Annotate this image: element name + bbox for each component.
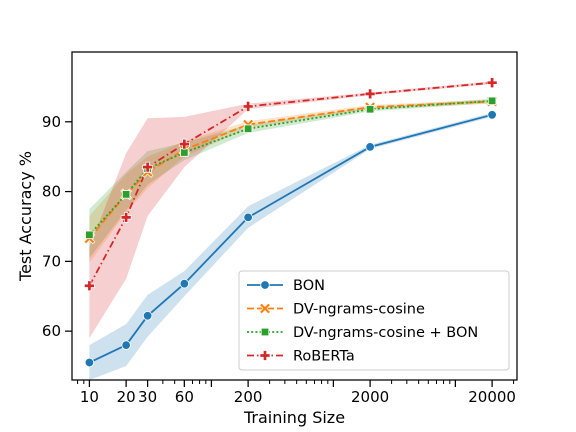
ci-band-roberta (89, 81, 493, 339)
data-point-bon (179, 278, 190, 289)
data-point-roberta (364, 88, 376, 100)
data-point-dv-ngrams-cosine-bon (487, 96, 497, 106)
y-axis-label: Test Accuracy % (16, 151, 35, 282)
confidence-bands (89, 81, 493, 380)
x-tick-label: 2000 (351, 388, 389, 406)
legend-marker-dv-ngrams-cosine-bon (260, 327, 270, 337)
legend: BON DV-ngrams-cosine DV-ngrams-cosine + BO… (238, 270, 510, 371)
ci-band-dv-ngrams-cosine (89, 99, 493, 263)
x-tick-label: 200 (234, 388, 263, 406)
x-axis-label: Training Size (243, 408, 345, 427)
data-point-dv-ngrams-cosine-bon (243, 124, 253, 133)
data-point-dv-ngrams-cosine-bon (365, 105, 375, 114)
x-tick-label: 20000 (468, 388, 516, 406)
data-point-roberta (242, 101, 254, 112)
data-point-dv-ngrams-cosine-bon (121, 190, 131, 199)
x-tick-label: 10 (80, 388, 99, 406)
data-point-bon (243, 212, 253, 223)
data-point-roberta (142, 161, 153, 173)
data-point-dv-ngrams-cosine-bon (85, 230, 94, 240)
series-markers (83, 77, 498, 368)
data-point-dv-ngrams-cosine-bon (180, 148, 189, 157)
data-point-roberta (84, 280, 95, 292)
plot-frame (71, 51, 518, 381)
data-point-bon (121, 340, 131, 350)
legend-label-roberta: RoBERTa (293, 349, 355, 365)
axis-ticks: 60 70 80 90 10 20 30 60 200 2000 20000 (42, 113, 516, 406)
ci-band-bon (89, 112, 493, 380)
data-point-bon (365, 142, 375, 152)
data-point-bon (142, 311, 153, 321)
y-tick-label: 80 (42, 183, 61, 201)
y-tick-label: 60 (42, 322, 61, 340)
legend-marker-dv-ngrams-cosine (259, 302, 271, 315)
x-tick-label: 20 (117, 388, 136, 406)
x-tick-label: 60 (175, 388, 194, 406)
data-point-bon (487, 110, 497, 120)
legend-marker-roberta (259, 350, 271, 361)
y-tick-label: 70 (42, 252, 61, 270)
y-tick-label: 90 (42, 113, 61, 131)
legend-label-dv-ngrams-cosine: DV-ngrams-cosine (293, 302, 425, 318)
legend-label-bon: BON (293, 278, 325, 294)
data-point-roberta (486, 77, 498, 89)
legend-box (238, 270, 510, 371)
legend-label-dv-ngrams-cosine-bon: DV-ngrams-cosine + BON (293, 325, 478, 341)
data-point-roberta (178, 138, 190, 150)
legend-marker-bon (260, 280, 270, 290)
data-point-roberta (120, 212, 132, 223)
data-point-bon (84, 357, 95, 368)
x-tick-label: 30 (138, 388, 157, 406)
